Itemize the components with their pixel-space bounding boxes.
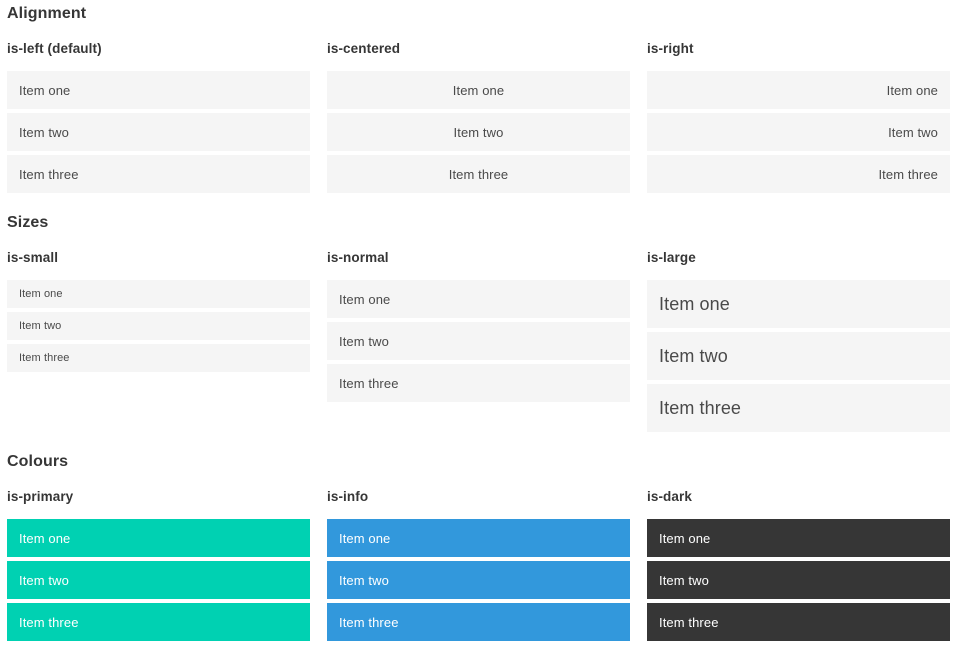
column-heading: is-left (default) bbox=[7, 41, 102, 56]
list-item: Item two bbox=[327, 561, 630, 599]
list-item: Item two bbox=[647, 332, 950, 380]
section-columns: is-left (default) Item one Item two Item th… bbox=[7, 40, 950, 193]
section-title: Alignment bbox=[7, 5, 87, 22]
list-item: Item one bbox=[647, 71, 950, 109]
list-item: Item one bbox=[327, 519, 630, 557]
item-list: Item one Item two Item three bbox=[647, 280, 950, 432]
list-item: Item three bbox=[7, 155, 310, 193]
section-colours: Colours is-primary Item one Item two Item th… bbox=[7, 452, 950, 641]
column-heading: is-right bbox=[647, 41, 694, 56]
item-list: Item one Item two Item three bbox=[327, 280, 630, 402]
item-list: Item one Item two Item three bbox=[647, 71, 950, 193]
item-list: Item one Item two Item three bbox=[7, 280, 310, 372]
list-item: Item three bbox=[327, 155, 630, 193]
list-item: Item two bbox=[7, 312, 310, 340]
column-is-centered: is-centered Item one Item two Item three bbox=[327, 40, 630, 193]
list-item: Item one bbox=[327, 71, 630, 109]
item-list: Item one Item two Item three bbox=[327, 519, 630, 641]
list-item: Item three bbox=[647, 155, 950, 193]
column-is-large: is-large Item one Item two Item three bbox=[647, 249, 950, 432]
list-item: Item one bbox=[7, 519, 310, 557]
list-item: Item three bbox=[647, 384, 950, 432]
column-heading: is-small bbox=[7, 250, 59, 265]
column-is-primary: is-primary Item one Item two Item three bbox=[7, 488, 310, 641]
column-is-right: is-right Item one Item two Item three bbox=[647, 40, 950, 193]
section-columns: is-primary Item one Item two Item three is-i… bbox=[7, 488, 950, 641]
list-item: Item three bbox=[327, 603, 630, 641]
column-heading: is-dark bbox=[647, 489, 692, 504]
column-heading: is-centered bbox=[327, 41, 401, 56]
column-is-left-default: is-left (default) Item one Item two Item th… bbox=[7, 40, 310, 193]
column-heading: is-primary bbox=[7, 489, 74, 504]
item-list: Item one Item two Item three bbox=[7, 71, 310, 193]
column-heading: is-info bbox=[327, 489, 369, 504]
column-is-normal: is-normal Item one Item two Item three bbox=[327, 249, 630, 402]
list-item: Item one bbox=[327, 280, 630, 318]
section-columns: is-small Item one Item two Item three is-nor… bbox=[7, 249, 950, 432]
list-item: Item one bbox=[7, 280, 310, 308]
section-sizes: Sizes is-small Item one Item two Item three i… bbox=[7, 213, 950, 432]
item-list: Item one Item two Item three bbox=[7, 519, 310, 641]
list-item: Item two bbox=[647, 113, 950, 151]
list-item: Item two bbox=[327, 113, 630, 151]
list-item: Item two bbox=[647, 561, 950, 599]
list-item: Item one bbox=[647, 280, 950, 328]
section-title: Sizes bbox=[7, 214, 49, 231]
column-heading: is-normal bbox=[327, 250, 389, 265]
item-list: Item one Item two Item three bbox=[647, 519, 950, 641]
item-list: Item one Item two Item three bbox=[327, 71, 630, 193]
column-is-small: is-small Item one Item two Item three bbox=[7, 249, 310, 372]
list-item: Item three bbox=[7, 603, 310, 641]
section-alignment: Alignment is-left (default) Item one Item t… bbox=[7, 4, 950, 193]
column-is-dark: is-dark Item one Item two Item three bbox=[647, 488, 950, 641]
list-item: Item three bbox=[327, 364, 630, 402]
list-item: Item two bbox=[7, 561, 310, 599]
demo-page: Alignment is-left (default) Item one Item t… bbox=[7, 4, 950, 641]
list-item: Item two bbox=[7, 113, 310, 151]
section-title: Colours bbox=[7, 453, 69, 470]
list-item: Item one bbox=[7, 71, 310, 109]
column-is-info: is-info Item one Item two Item three bbox=[327, 488, 630, 641]
column-heading: is-large bbox=[647, 250, 696, 265]
list-item: Item three bbox=[7, 344, 310, 372]
list-item: Item three bbox=[647, 603, 950, 641]
list-item: Item one bbox=[647, 519, 950, 557]
list-item: Item two bbox=[327, 322, 630, 360]
